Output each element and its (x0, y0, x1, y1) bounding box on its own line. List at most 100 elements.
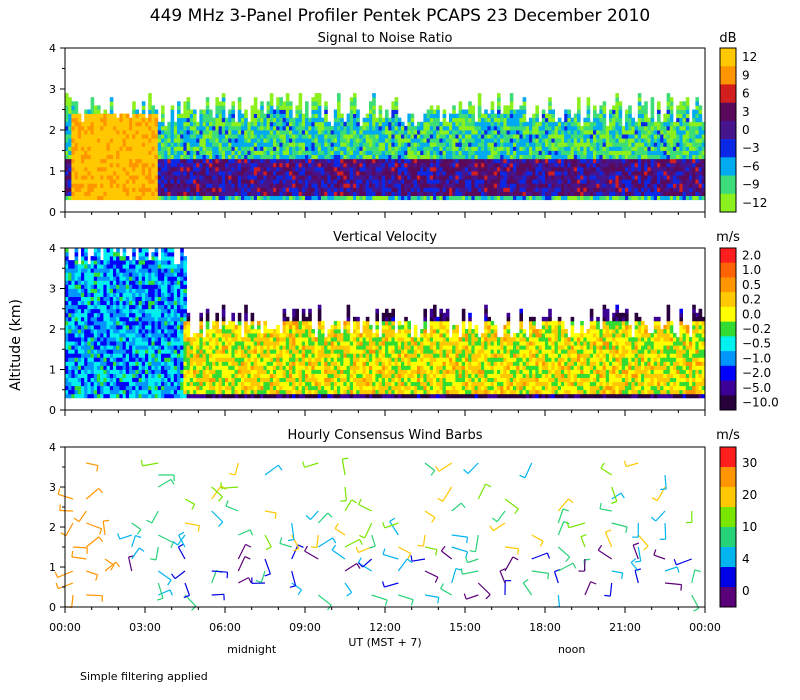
heatmap-cell (154, 113, 159, 119)
heatmap-cell (234, 166, 239, 172)
heatmap-cell (612, 130, 616, 135)
heatmap-cell (433, 191, 437, 196)
heatmap-cell (138, 130, 143, 135)
heatmap-cell (612, 162, 616, 168)
heatmap-cell (628, 171, 632, 176)
heatmap-cell (477, 113, 482, 119)
heatmap-cell (74, 284, 79, 289)
heatmap-cell (644, 134, 648, 139)
heatmap-cell (218, 195, 223, 201)
heatmap-cell (106, 373, 111, 378)
heatmap-cell (458, 130, 463, 135)
heatmap-cell (183, 109, 187, 114)
heatmap-cell (541, 109, 546, 114)
heatmap-cell (362, 175, 367, 180)
heatmap-cell (103, 345, 107, 350)
heatmap-cell (87, 357, 91, 362)
heatmap-cell (189, 142, 194, 147)
heatmap-cell (509, 166, 514, 172)
heatmap-cell (298, 158, 303, 164)
heatmap-cell (353, 166, 357, 172)
heatmap-cell (548, 113, 552, 119)
heatmap-cell (420, 121, 424, 127)
heatmap-cell (333, 117, 338, 123)
heatmap-cell (365, 183, 370, 188)
heatmap-cell (461, 179, 466, 184)
heatmap-cell (660, 187, 664, 192)
heatmap-cell (106, 312, 111, 318)
heatmap-cell (666, 109, 671, 114)
heatmap-cell (445, 191, 450, 196)
heatmap-cell (621, 130, 626, 135)
heatmap-cell (353, 175, 357, 180)
heatmap-cell (497, 130, 501, 135)
heatmap-cell (356, 195, 360, 201)
heatmap-cell (362, 130, 367, 135)
heatmap-cell (276, 101, 280, 106)
heatmap-cell (221, 171, 226, 176)
heatmap-cell (449, 154, 453, 160)
heatmap-cell (247, 150, 251, 155)
heatmap-cell (641, 191, 645, 196)
heatmap-cell (535, 183, 539, 188)
heatmap-cell (90, 187, 95, 192)
heatmap-cell (132, 150, 136, 155)
heatmap-cell (669, 105, 674, 110)
heatmap-cell (314, 125, 319, 131)
heatmap-cell (68, 121, 72, 127)
heatmap-cell (532, 195, 536, 201)
heatmap-cell (151, 166, 155, 172)
heatmap-cell (215, 130, 219, 135)
heatmap-cell (129, 195, 133, 201)
heatmap-cell (634, 125, 639, 131)
heatmap-cell (157, 171, 162, 176)
heatmap-cell (218, 121, 223, 127)
heatmap-cell (509, 130, 514, 135)
heatmap-cell (679, 117, 683, 123)
heatmap-cell (167, 171, 171, 176)
heatmap-cell (148, 113, 152, 119)
heatmap-cell (221, 154, 226, 160)
heatmap-cell (509, 93, 514, 98)
heatmap-cell (77, 300, 82, 306)
heatmap-cell (301, 171, 306, 176)
heatmap-cell (103, 373, 107, 378)
heatmap-cell (605, 183, 610, 188)
heatmap-cell (561, 175, 565, 180)
heatmap-cell (612, 187, 616, 192)
heatmap-cell (65, 361, 69, 366)
heatmap-cell (196, 171, 200, 176)
heatmap-cell (215, 195, 219, 201)
heatmap-cell (103, 276, 107, 281)
heatmap-cell (538, 191, 543, 196)
heatmap-cell (551, 150, 555, 155)
heatmap-cell (295, 130, 299, 135)
heatmap-cell (199, 142, 203, 147)
heatmap-cell (177, 154, 181, 160)
heatmap-cell (487, 187, 491, 192)
heatmap-cell (666, 166, 671, 172)
heatmap-cell (657, 195, 661, 201)
heatmap-cell (429, 154, 434, 160)
heatmap-cell (93, 256, 98, 261)
heatmap-cell (301, 166, 306, 172)
heatmap-cell (349, 146, 354, 151)
heatmap-cell (260, 117, 264, 123)
heatmap-cell (593, 125, 597, 131)
heatmap-cell (625, 162, 629, 168)
heatmap-cell (577, 142, 581, 147)
heatmap-cell (641, 105, 645, 110)
heatmap-cell (148, 105, 152, 110)
heatmap-cell (132, 130, 136, 135)
heatmap-cell (269, 101, 274, 106)
heatmap-cell (301, 154, 306, 160)
heatmap-cell (90, 357, 95, 362)
heatmap-cell (346, 158, 351, 164)
heatmap-cell (218, 138, 223, 143)
heatmap-cell (628, 130, 632, 135)
heatmap-cell (452, 142, 456, 147)
heatmap-cell (138, 154, 143, 160)
heatmap-cell (503, 142, 507, 147)
heatmap-cell (215, 121, 219, 127)
heatmap-cell (506, 138, 511, 143)
